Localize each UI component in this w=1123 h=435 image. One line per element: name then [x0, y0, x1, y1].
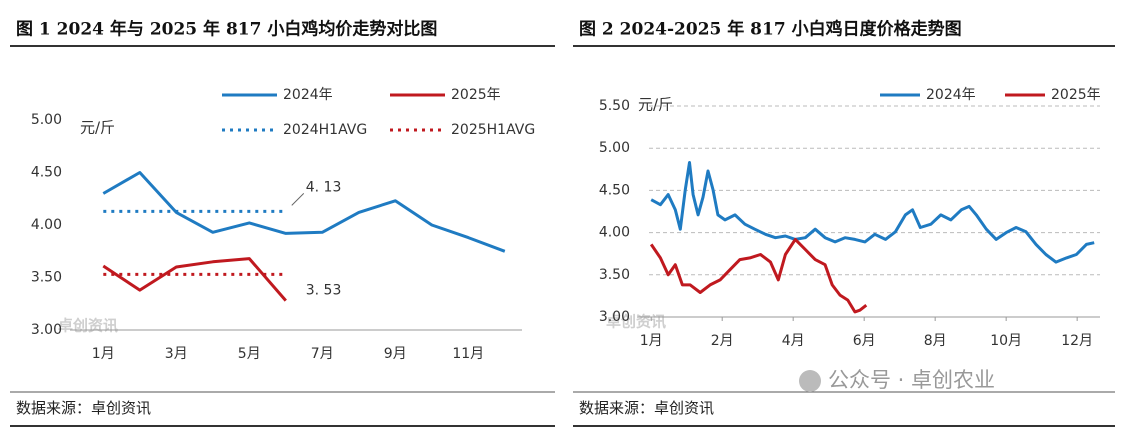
- y-axis-label: 元/斤: [638, 96, 673, 114]
- y-tick-label: 5.00: [599, 140, 630, 156]
- legend-label: 2024年: [926, 87, 976, 103]
- annotation: 3. 53: [306, 282, 342, 298]
- x-tick-label: 10月: [990, 333, 1022, 349]
- annotation-leader: [291, 192, 305, 206]
- x-tick-label: 4月: [782, 333, 805, 349]
- y-tick-label: 3.00: [599, 309, 630, 325]
- legend-label: 2025H1AVG: [451, 122, 535, 138]
- credit: 公众号 · 卓创农业: [828, 368, 995, 392]
- annotation: 4. 13: [306, 179, 342, 195]
- legend-label: 2024H1AVG: [283, 122, 367, 138]
- x-tick-label: 6月: [853, 333, 876, 349]
- y-tick-label: 3.50: [599, 267, 630, 283]
- chart-title: 图 1 2024 年与 2025 年 817 小白鸡均价走势对比图: [16, 19, 437, 40]
- y-tick-label: 3.00: [31, 322, 62, 338]
- x-tick-label: 8月: [924, 333, 947, 349]
- x-tick-label: 3月: [165, 346, 188, 362]
- x-tick-label: 2月: [711, 333, 734, 349]
- y-tick-label: 4.00: [31, 217, 62, 233]
- x-tick-label: 1月: [640, 333, 663, 349]
- y-tick-label: 5.00: [31, 112, 62, 128]
- x-tick-label: 11月: [452, 346, 484, 362]
- x-tick-label: 7月: [311, 346, 334, 362]
- legend-label: 2025年: [451, 87, 501, 103]
- source: 数据来源：卓创资讯: [579, 399, 714, 417]
- x-tick-label: 12月: [1061, 333, 1093, 349]
- chart-title: 图 2 2024-2025 年 817 小白鸡日度价格走势图: [579, 19, 962, 40]
- y-tick-label: 4.00: [599, 225, 630, 241]
- y-axis-label: 元/斤: [80, 119, 115, 137]
- source: 数据来源：卓创资讯: [16, 399, 151, 417]
- y-tick-label: 4.50: [31, 165, 62, 181]
- series-line: [650, 161, 1095, 264]
- series-line: [102, 257, 287, 302]
- series-line: [102, 171, 506, 253]
- x-tick-label: 5月: [238, 346, 261, 362]
- y-tick-label: 4.50: [599, 182, 630, 198]
- y-tick-label: 3.50: [31, 270, 62, 286]
- legend-label: 2025年: [1051, 87, 1101, 103]
- legend-label: 2024年: [283, 87, 333, 103]
- x-tick-label: 1月: [92, 346, 115, 362]
- series-line: [649, 237, 868, 314]
- x-tick-label: 9月: [384, 346, 407, 362]
- credit-icon: [799, 370, 821, 392]
- watermark: 卓创资讯: [58, 317, 118, 335]
- y-tick-label: 5.50: [599, 98, 630, 114]
